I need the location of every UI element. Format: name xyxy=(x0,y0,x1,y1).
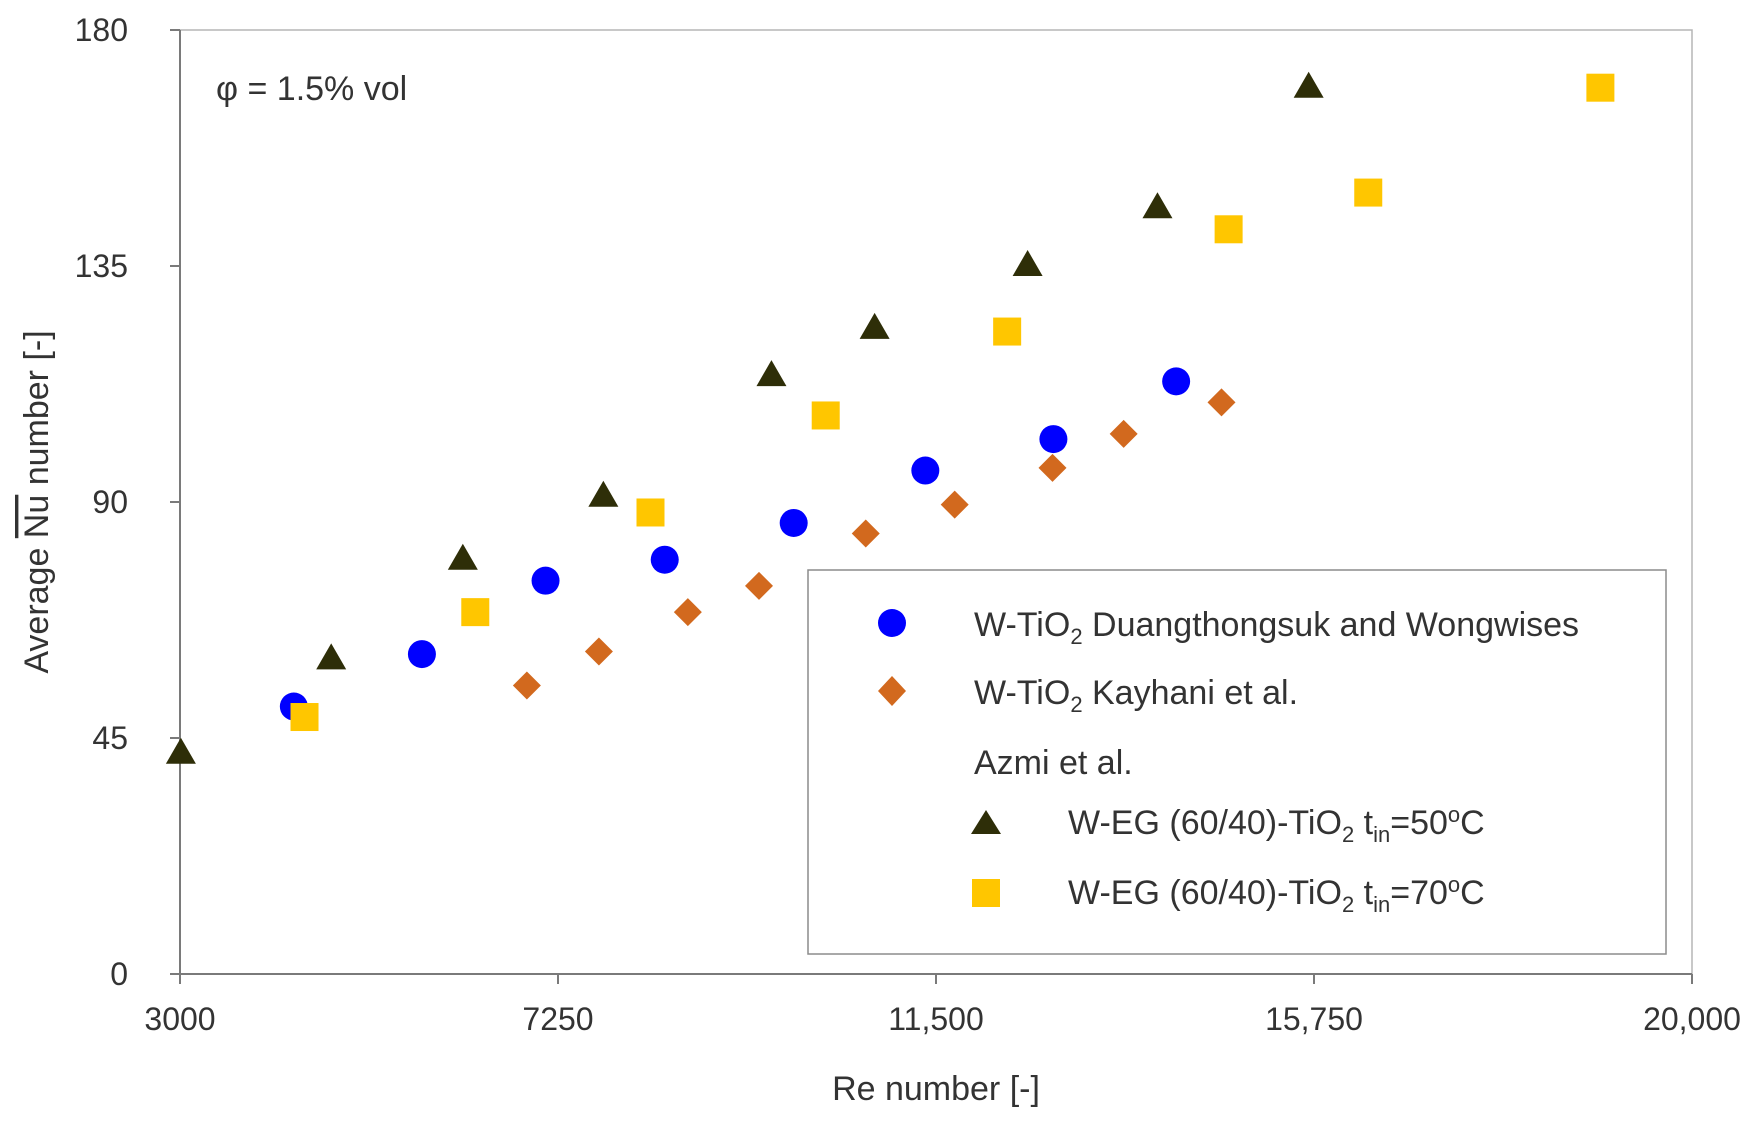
point-duang xyxy=(1039,425,1068,454)
y-tick-label: 135 xyxy=(75,248,128,284)
point-azmi70 xyxy=(1354,178,1383,207)
point-duang xyxy=(531,566,560,595)
y-axis-title-nu: Nu xyxy=(18,495,56,538)
legend-label-kayhani: W-TiO2 Kayhani et al. xyxy=(974,674,1298,717)
x-axis-title: Re number [-] xyxy=(832,1070,1040,1108)
point-azmi50 xyxy=(447,543,478,570)
legend-label-azmi70: W-EG (60/40)-TiO2 tin=70oC xyxy=(1068,872,1485,917)
point-duang xyxy=(779,508,808,537)
legend: W-TiO2 Duangthongsuk and Wongwises W-TiO… xyxy=(807,569,1667,955)
data-marks xyxy=(165,71,1615,764)
point-azmi70 xyxy=(1214,215,1243,244)
point-kayhani xyxy=(745,571,774,600)
point-azmi50 xyxy=(165,737,196,764)
legend-marker-square xyxy=(972,879,1000,907)
phi-annotation: φ = 1.5% vol xyxy=(216,70,407,108)
point-azmi50 xyxy=(1142,192,1173,219)
point-azmi70 xyxy=(1586,73,1615,102)
point-kayhani xyxy=(1109,419,1138,448)
point-kayhani xyxy=(940,490,969,519)
legend-marker-circle xyxy=(878,609,906,637)
point-azmi50 xyxy=(756,360,787,387)
y-tick-label: 180 xyxy=(75,12,128,48)
y-axis-title-pre: Average xyxy=(18,538,56,673)
point-azmi70 xyxy=(461,598,490,627)
y-axis-title-post: number [-] xyxy=(18,330,56,494)
point-kayhani xyxy=(673,598,702,627)
point-duang xyxy=(650,545,679,574)
legend-box xyxy=(807,569,1667,955)
point-azmi70 xyxy=(290,703,319,732)
legend-label-azmi50: W-EG (60/40)-TiO2 tin=50oC xyxy=(1068,802,1485,847)
x-tick-label: 15,750 xyxy=(1265,1001,1363,1037)
point-kayhani xyxy=(512,671,541,700)
point-kayhani xyxy=(584,637,613,666)
legend-group-azmi: Azmi et al. xyxy=(974,744,1133,782)
point-azmi50 xyxy=(1012,250,1043,276)
x-tick-label: 20,000 xyxy=(1643,1001,1741,1037)
x-tick-label: 11,500 xyxy=(888,1001,984,1037)
legend-marker-diamond xyxy=(878,676,906,706)
x-tick-label: 3000 xyxy=(144,1001,215,1037)
y-tick-label: 90 xyxy=(92,484,128,520)
legend-label-duang: W-TiO2 Duangthongsuk and Wongwises xyxy=(974,606,1579,649)
point-azmi50 xyxy=(588,480,619,507)
point-duang xyxy=(1162,367,1191,396)
point-duang xyxy=(407,640,436,669)
point-duang xyxy=(911,456,940,485)
point-kayhani xyxy=(1038,453,1067,482)
point-azmi70 xyxy=(636,498,665,527)
point-kayhani xyxy=(1207,388,1236,417)
point-azmi70 xyxy=(811,401,840,430)
point-azmi50 xyxy=(316,643,347,670)
point-azmi50 xyxy=(1293,71,1324,98)
legend-marker-triangle xyxy=(971,810,1001,834)
axis-ticks: 3000 7250 11,500 15,750 20,000 0 45 90 135 180 xyxy=(75,12,1741,1037)
point-azmi70 xyxy=(993,317,1022,346)
point-kayhani xyxy=(851,519,880,548)
point-azmi50 xyxy=(859,312,890,339)
x-tick-label: 7250 xyxy=(522,1001,593,1037)
y-axis-title: Average Nu number [-] xyxy=(18,330,56,673)
y-tick-label: 0 xyxy=(110,956,128,992)
y-tick-label: 45 xyxy=(92,720,128,756)
